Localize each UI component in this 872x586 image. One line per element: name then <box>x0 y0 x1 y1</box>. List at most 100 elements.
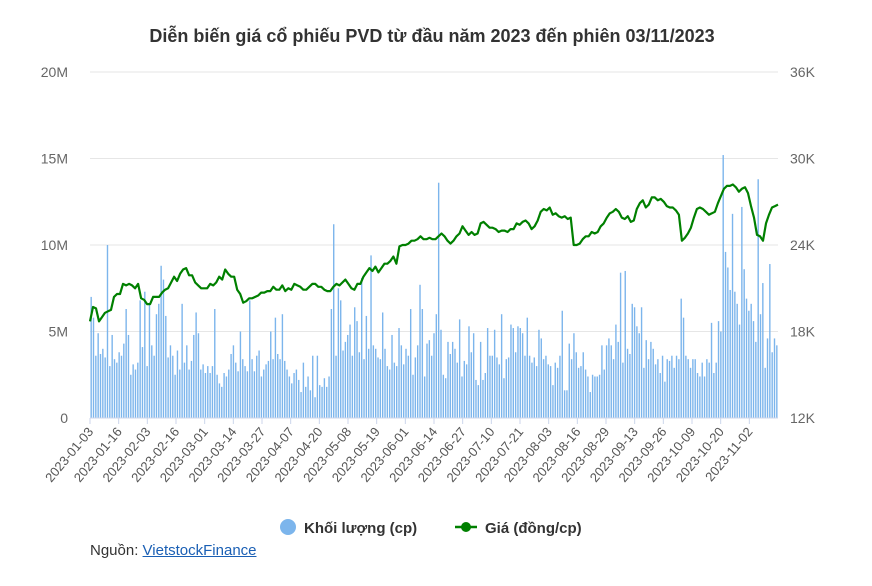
volume-bar <box>295 369 298 418</box>
volume-bar <box>533 357 535 418</box>
volume-bar <box>699 376 701 418</box>
volume-bar <box>260 376 263 418</box>
volume-bar <box>228 369 230 418</box>
volume-bar <box>664 381 666 418</box>
volume-bar <box>631 303 633 418</box>
volume-bar <box>433 333 435 418</box>
volume-bar <box>584 369 587 418</box>
volume-bar <box>104 357 106 418</box>
volume-bar <box>535 366 538 418</box>
volume-bar <box>372 345 375 418</box>
volume-bar <box>305 386 307 418</box>
volume-bar <box>486 328 489 418</box>
volume-bar <box>197 333 200 418</box>
volume-bar <box>710 322 713 418</box>
volume-bar <box>540 338 542 418</box>
volume-bar <box>321 386 323 418</box>
volume-bar <box>713 373 715 418</box>
volume-bar <box>381 312 384 418</box>
volume-bar <box>748 310 750 418</box>
volume-bar <box>106 245 109 418</box>
volume-bar <box>230 353 232 418</box>
y-axis-right: 12K 18K 24K 30K 36K <box>790 64 816 426</box>
volume-bar <box>326 386 328 418</box>
volume-bar <box>419 284 421 418</box>
y-left-tick-label: 5M <box>49 324 68 340</box>
volume-bar <box>689 367 692 418</box>
volume-bar <box>762 283 764 418</box>
volume-bar <box>253 371 256 418</box>
volume-bar <box>211 366 214 418</box>
volume-bar <box>549 366 552 418</box>
volume-bar <box>582 352 584 418</box>
volume-bar <box>647 359 650 418</box>
legend-marker-price <box>461 522 471 532</box>
volume-bar <box>442 374 445 418</box>
y-right-tick-label: 12K <box>790 410 816 426</box>
source-label: Nguồn: <box>90 542 139 559</box>
volume-bar <box>552 385 554 418</box>
volume-bar <box>151 345 153 418</box>
volume-bar <box>650 341 652 418</box>
volume-bar <box>482 379 484 418</box>
volume-bar <box>629 353 631 418</box>
source-link[interactable]: VietstockFinance <box>142 542 257 559</box>
volume-bar <box>661 355 664 418</box>
y-right-tick-label: 30K <box>790 151 816 167</box>
volume-bar <box>531 362 533 418</box>
volume-bar <box>491 355 494 418</box>
volume-bar <box>398 328 400 418</box>
volume-bar <box>209 373 211 418</box>
source-note: Nguồn: VietstockFinance <box>90 542 257 559</box>
volume-bar <box>657 359 659 418</box>
volume-bar <box>731 213 734 418</box>
y-left-tick-label: 15M <box>41 151 68 167</box>
volume-bar <box>302 362 305 418</box>
y-left-tick-label: 10M <box>41 237 68 253</box>
volume-bar <box>694 359 696 418</box>
volume-bar <box>393 362 396 418</box>
volume-bar <box>451 341 454 418</box>
volume-bar <box>563 390 566 418</box>
volume-bar <box>463 360 466 418</box>
volume-bar <box>284 360 286 418</box>
volume-bar <box>335 355 337 418</box>
volume-bar <box>221 386 223 418</box>
volume-bar <box>521 333 524 418</box>
volume-bar <box>577 367 580 418</box>
volume-bar <box>190 360 193 418</box>
volume-bar <box>673 367 675 418</box>
volume-bar <box>717 321 720 418</box>
volume-bar <box>377 357 379 418</box>
volume-bar <box>708 362 710 418</box>
legend-label-price: Giá (đồng/cp) <box>485 520 582 537</box>
volume-bar <box>479 341 482 418</box>
y-right-tick-label: 36K <box>790 64 816 80</box>
legend-marker-volume <box>280 519 296 535</box>
volume-bar <box>312 355 314 418</box>
volume-bar <box>678 359 680 418</box>
volume-bar <box>622 362 624 418</box>
volume-bar <box>428 340 431 418</box>
volume-bar <box>528 355 531 418</box>
volume-bar <box>286 369 288 418</box>
volume-bar <box>218 383 221 418</box>
volume-bar <box>300 392 302 418</box>
volume-bar <box>202 364 204 418</box>
volume-bar <box>416 345 419 418</box>
volume-bar <box>125 309 127 418</box>
volume-bar <box>361 277 363 418</box>
volume-bar <box>386 366 389 418</box>
volume-bar <box>400 345 403 418</box>
volume-bar <box>405 348 407 418</box>
volume-bar <box>349 324 351 418</box>
volume-bar <box>666 359 668 418</box>
volume-bar <box>90 296 92 418</box>
volume-bar <box>465 364 468 418</box>
volume-bar <box>505 359 507 418</box>
volume-bar <box>193 334 195 418</box>
volume-bar <box>246 371 249 418</box>
volume-bar <box>323 378 326 418</box>
volume-bar <box>538 329 540 418</box>
volume-bar <box>172 355 174 418</box>
